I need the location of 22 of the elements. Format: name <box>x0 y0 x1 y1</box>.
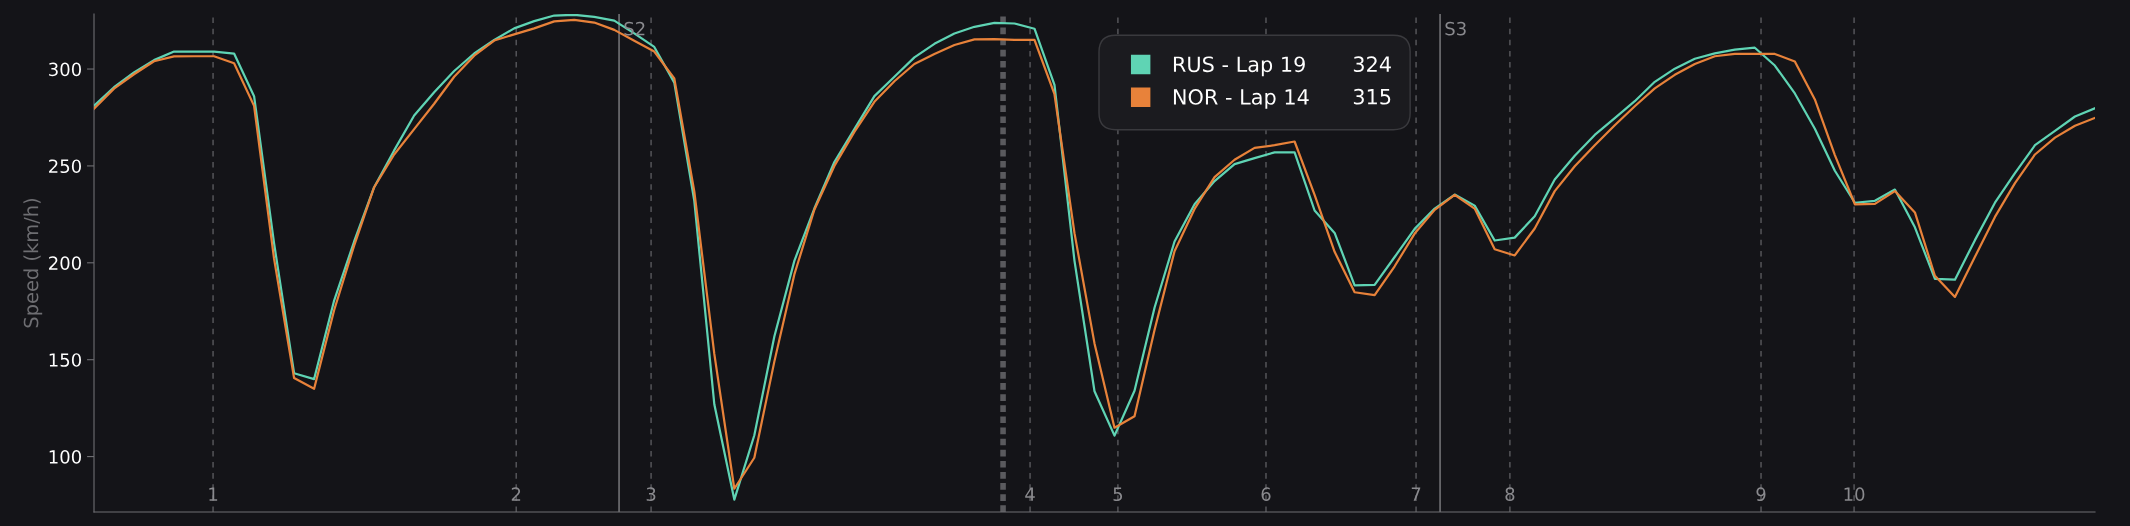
annotation: 1 <box>209 487 218 501</box>
annotation: 6 <box>1261 487 1271 502</box>
legend-label: NOR - Lap 14 <box>1173 89 1309 109</box>
annotation: S3 <box>1445 21 1466 36</box>
annotation: 324 <box>1353 56 1391 73</box>
y-tick-label: 200 <box>49 256 81 270</box>
annotation: 3 <box>646 487 656 502</box>
y-tick-label: 250 <box>49 159 81 174</box>
y-tick-label: 150 <box>49 353 81 367</box>
annotation: 10 <box>1844 487 1865 502</box>
annotation: 8 <box>1505 487 1515 502</box>
annotation: 9 <box>1756 487 1766 502</box>
annotation: 4 <box>1025 487 1035 501</box>
y-tick-label: 300 <box>49 62 81 77</box>
annotation: 5 <box>1113 487 1123 502</box>
annotation: 7 <box>1411 487 1421 501</box>
y-axis-title: Speed (km/h) <box>23 198 43 328</box>
y-tick-label: 100 <box>49 450 81 464</box>
legend-label: RUS - Lap 19 <box>1173 56 1305 77</box>
annotation: S2 <box>624 21 645 36</box>
annotation: 2 <box>511 487 521 501</box>
annotation: 315 <box>1353 88 1391 105</box>
